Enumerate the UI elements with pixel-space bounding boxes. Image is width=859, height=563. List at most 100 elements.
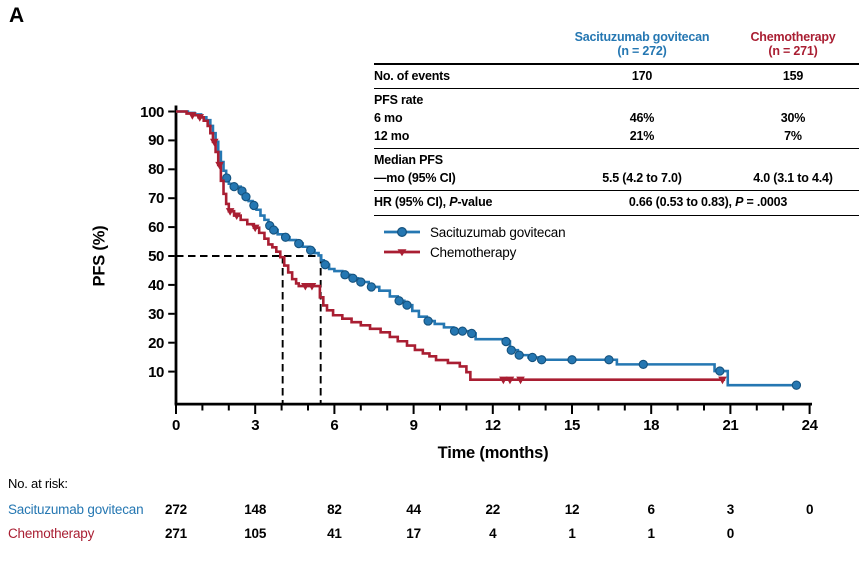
stats-row-12mo: 12 mo 21% 7% [374, 129, 802, 143]
censor-triangle-marker [232, 212, 242, 221]
stats-col-header-chemotherapy: Chemotherapy (n = 271) [750, 30, 836, 58]
legend-label-chemotherapy: Chemotherapy [430, 244, 517, 260]
at-risk-count: 41 [327, 526, 342, 541]
censor-triangle-marker [718, 376, 727, 385]
legend: Sacituzumab govitecan Chemotherapy [383, 222, 566, 262]
x-tick-label: 24 [801, 417, 818, 434]
x-tick-label: 15 [564, 417, 580, 434]
at-risk-label-chemotherapy: Chemotherapy [8, 526, 95, 541]
censor-circle-marker [294, 238, 304, 249]
censor-circle-marker [638, 359, 648, 370]
censor-circle-marker [501, 336, 511, 347]
stats-block-pfs-rate: PFS rate 6 mo 46% 30% 12 mo 21% 7% [374, 88, 859, 148]
censor-circle-marker [791, 380, 802, 390]
at-risk-count: 12 [564, 502, 580, 517]
censor-circle-marker [229, 181, 239, 192]
at-risk-count: 148 [244, 502, 267, 517]
censor-circle-marker [340, 270, 350, 280]
censor-triangle-marker [499, 376, 508, 385]
censor-circle-marker [567, 355, 577, 365]
at-risk-count: 271 [165, 526, 187, 541]
y-tick-label: 50 [148, 248, 164, 265]
at-risk-count: 44 [406, 502, 421, 517]
censor-circle-marker [305, 245, 316, 255]
censor-triangle-marker [505, 376, 515, 385]
censor-circle-marker [348, 273, 358, 283]
censor-triangle-marker [225, 208, 235, 216]
legend-item-chemotherapy: Chemotherapy [383, 242, 565, 262]
censor-circle-marker [402, 300, 412, 310]
y-tick-label: 90 [148, 132, 164, 150]
y-tick-label: 30 [148, 305, 164, 323]
censor-circle-marker [269, 225, 279, 235]
y-tick-label: 20 [148, 334, 164, 352]
at-risk-count: 0 [805, 502, 814, 517]
censor-circle-marker [536, 355, 547, 365]
at-risk-count: 0 [726, 526, 735, 541]
stats-row-events: No. of events 170 159 [374, 63, 859, 88]
y-tick-label: 10 [148, 363, 164, 381]
y-tick-label: 60 [148, 219, 164, 237]
stats-row-hr: HR (95% CI), P-value 0.66 (0.53 to 0.83)… [374, 190, 859, 216]
censor-circle-marker [715, 366, 725, 376]
at-risk-count: 105 [244, 526, 267, 541]
x-tick-label: 18 [643, 417, 660, 434]
at-risk-title: No. at risk: [8, 476, 68, 491]
at-risk-count: 4 [489, 526, 497, 541]
censor-circle-marker [249, 200, 259, 211]
censor-circle-marker [449, 326, 460, 336]
at-risk-count: 6 [647, 502, 656, 517]
censor-circle-marker [356, 277, 366, 287]
at-risk-count: 1 [647, 526, 656, 541]
x-tick-label: 6 [330, 417, 339, 434]
stats-col-header-sacituzumab: Sacituzumab govitecan (n = 272) [574, 30, 710, 58]
censor-triangle-marker [516, 376, 525, 385]
censor-circle-marker [366, 282, 377, 292]
x-axis-title: Time (months) [437, 444, 549, 462]
censor-triangle-marker [209, 138, 219, 147]
censor-circle-marker [604, 355, 614, 365]
censor-circle-marker [527, 352, 538, 363]
at-risk-count: 272 [165, 502, 187, 517]
at-risk-count: 1 [568, 526, 576, 541]
at-risk-count: 17 [406, 526, 421, 541]
stats-block-median: Median PFS —mo (95% CI) 5.5 (4.2 to 7.0)… [374, 148, 859, 190]
censor-triangle-marker [215, 161, 224, 170]
censor-circle-marker [280, 232, 291, 242]
censor-circle-marker [506, 345, 516, 355]
x-tick-label: 9 [409, 417, 418, 434]
at-risk-label-sacituzumab: Sacituzumab govitecan [8, 502, 144, 517]
y-tick-label: 70 [148, 190, 164, 208]
censor-circle-marker [467, 328, 477, 339]
censor-circle-marker [320, 260, 330, 270]
censor-circle-marker [394, 296, 404, 306]
legend-item-sacituzumab: Sacituzumab govitecan [383, 222, 566, 242]
censor-triangle-marker [307, 282, 317, 291]
at-risk-count: 3 [726, 502, 735, 517]
x-tick-label: 3 [251, 417, 260, 434]
y-axis-title: PFS (%) [90, 225, 109, 287]
censor-triangle-marker [250, 224, 260, 233]
y-tick-label: 80 [148, 161, 164, 179]
stats-table: Sacituzumab govitecan (n = 272) Chemothe… [374, 30, 859, 216]
censor-circle-marker [457, 326, 468, 336]
chemotherapy-curve [176, 110, 726, 381]
stats-row-median-ci: —mo (95% CI) 5.5 (4.2 to 7.0) 4.0 (3.1 t… [374, 171, 833, 185]
censor-circle-marker [514, 350, 524, 360]
stats-table-header: Sacituzumab govitecan (n = 272) Chemothe… [374, 30, 859, 63]
censor-triangle-marker [301, 282, 310, 291]
legend-label-sacituzumab: Sacituzumab govitecan [430, 224, 566, 240]
censor-circle-marker [241, 192, 251, 202]
stats-row-6mo: 6 mo 46% 30% [374, 111, 806, 125]
censor-circle-marker [423, 316, 433, 326]
panel-label: A [9, 4, 25, 27]
censor-triangle-marker [195, 114, 205, 122]
x-tick-label: 12 [484, 417, 501, 434]
y-tick-label: 100 [140, 103, 164, 121]
y-tick-label: 40 [148, 276, 164, 294]
at-risk-count: 82 [327, 502, 342, 517]
line-circle-marker-icon [384, 226, 420, 238]
line-triangle-marker-icon [384, 249, 420, 257]
